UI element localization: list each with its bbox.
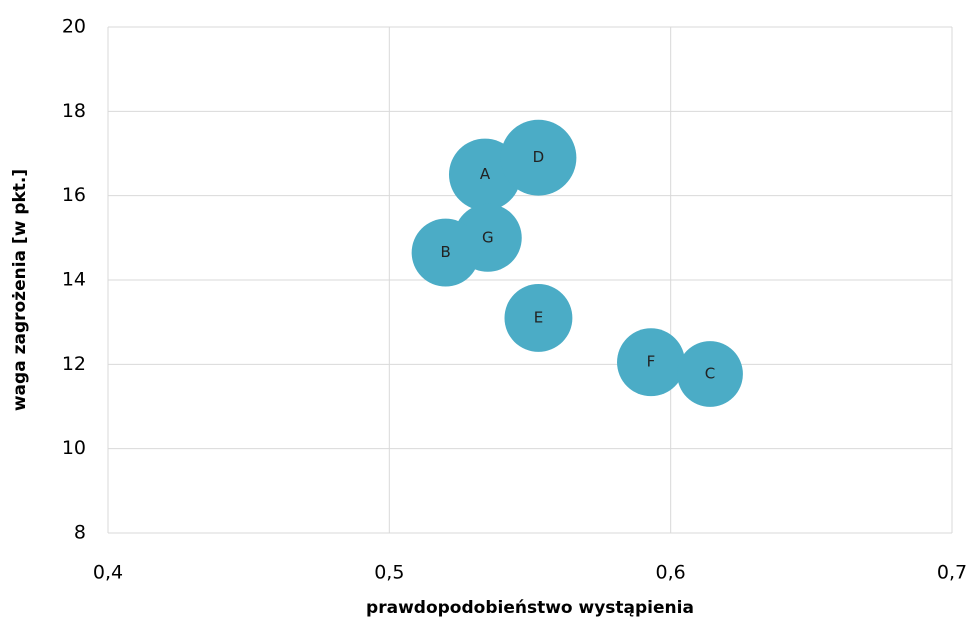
x-tick-label: 0,7: [937, 562, 967, 584]
bubble-label: E: [534, 308, 543, 326]
y-tick-label: 12: [62, 353, 86, 375]
y-tick-label: 18: [62, 100, 86, 122]
bubble: [617, 328, 685, 397]
x-tick-label: 0,5: [374, 562, 404, 584]
y-tick-label: 14: [62, 269, 86, 291]
x-axis-title: prawdopodobieństwo wystąpienia: [366, 598, 694, 618]
bubble-label: G: [482, 228, 494, 246]
bubble-label: B: [440, 243, 450, 261]
x-tick-label: 0,4: [93, 562, 123, 584]
y-tick-label: 10: [62, 437, 86, 459]
y-tick-label: 8: [74, 522, 86, 544]
bubble: [504, 284, 573, 352]
y-axis-title: waga zagrożenia [w pkt.]: [10, 169, 30, 411]
bubble: [677, 341, 743, 407]
x-tick-label: 0,6: [656, 562, 686, 584]
bubble-label: A: [480, 165, 491, 183]
bubble-label: C: [705, 365, 715, 383]
bubble: [411, 218, 480, 287]
bubble-label: D: [533, 148, 545, 166]
bubble: [500, 119, 577, 196]
bubble-label: F: [647, 353, 656, 371]
y-tick-label: 20: [62, 16, 86, 38]
y-tick-label: 16: [62, 184, 86, 206]
